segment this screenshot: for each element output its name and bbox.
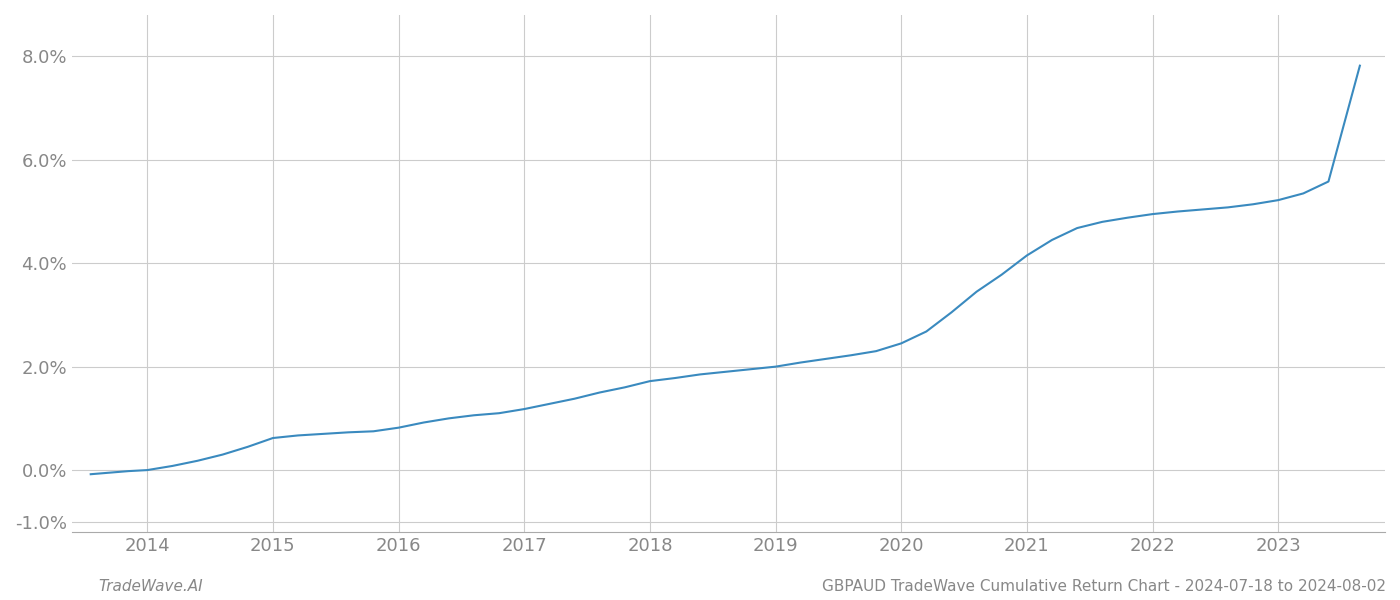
Text: TradeWave.AI: TradeWave.AI: [98, 579, 203, 594]
Text: GBPAUD TradeWave Cumulative Return Chart - 2024-07-18 to 2024-08-02: GBPAUD TradeWave Cumulative Return Chart…: [822, 579, 1386, 594]
